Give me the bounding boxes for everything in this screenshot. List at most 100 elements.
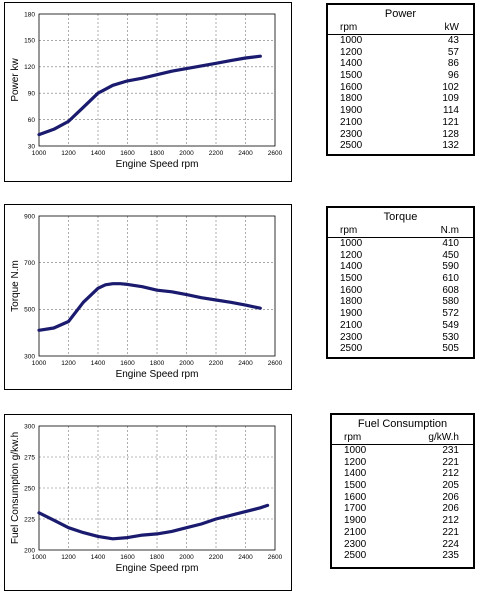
header-rpm: rpm: [340, 22, 358, 33]
value-cell: 212: [442, 468, 459, 480]
x-axis-label: Engine Speed rpm: [116, 159, 199, 170]
rpm-cell: 1900: [340, 105, 363, 117]
value-cell: 121: [442, 116, 459, 128]
value-cell: 102: [442, 81, 459, 93]
rpm-cell: 1200: [340, 46, 363, 58]
rpm-cell: 2500: [340, 140, 363, 152]
table-rows: 1000 43 1200 57 1400 86 1500 96 1600 102 1800 109 19…: [328, 34, 473, 152]
x-tick-label: 1200: [61, 150, 76, 157]
value-cell: 505: [442, 343, 459, 355]
rpm-cell: 1400: [344, 468, 367, 480]
table-row: 1700 206: [332, 503, 473, 515]
table-row: 1500 205: [332, 480, 473, 492]
table-row: 1400 590: [328, 261, 473, 273]
table-row: 1000 231: [332, 445, 473, 457]
table-row: 1400 86: [328, 58, 473, 70]
y-tick-label: 90: [28, 91, 36, 98]
torque-table: Torque rpm N.m 1000 410 1200 450 1400 590 1500…: [326, 206, 475, 359]
table-title: Torque: [383, 211, 418, 223]
table-row: 1200 221: [332, 457, 473, 469]
rpm-cell: 1600: [344, 491, 367, 503]
x-tick-label: 1200: [61, 554, 76, 561]
rpm-cell: 2500: [344, 550, 367, 562]
table-row: 1500 610: [328, 273, 473, 285]
fuel-chart-panel: 1000 1200 1400 1600 1800 2000 2200 2400 2600 200 2…: [4, 414, 292, 591]
power-chart-panel: 1000 1200 1400 1600 1800 2000 2200 2400 2600 30 60…: [4, 2, 292, 182]
y-axis-label: Fuel Consumption g/kw.h: [10, 432, 21, 544]
header-unit: kW: [444, 22, 459, 33]
header-rpm: rpm: [340, 225, 358, 236]
table-row: 1800 109: [328, 93, 473, 105]
x-tick-label: 1000: [32, 554, 47, 561]
x-tick-label: 1800: [150, 150, 165, 157]
power-chart: 1000 1200 1400 1600 1800 2000 2200 2400 2600 30 60…: [10, 11, 283, 170]
x-tick-label: 1800: [150, 554, 165, 561]
rpm-cell: 1000: [340, 238, 363, 249]
header-unit: N.m: [440, 225, 459, 236]
series-line: [37, 503, 270, 541]
table-row: 2100 121: [328, 117, 473, 129]
y-axis-label: Power kw: [10, 58, 21, 102]
y-tick-label: 275: [24, 454, 35, 461]
value-cell: 206: [442, 491, 459, 503]
y-tick-label: 300: [24, 423, 35, 430]
x-tick-label: 1400: [91, 554, 106, 561]
value-cell: 132: [442, 140, 459, 152]
rpm-cell: 2100: [340, 116, 363, 128]
y-tick-label: 200: [24, 547, 35, 554]
torque-chart-panel: 1000 1200 1400 1600 1800 2000 2200 2400 2600 300 5…: [4, 204, 292, 390]
y-tick-label: 120: [24, 64, 35, 71]
table-header: rpm N.m: [328, 225, 473, 237]
fuel-table: Fuel Consumption rpm g/kW.h 1000 231 1200 2…: [330, 413, 475, 569]
rpm-cell: 1500: [344, 480, 367, 492]
value-cell: 580: [442, 296, 459, 308]
rpm-cell: 1400: [340, 58, 363, 70]
x-tick-label: 2000: [179, 150, 194, 157]
fuel-chart: 1000 1200 1400 1600 1800 2000 2200 2400 2600 200 2…: [10, 423, 283, 574]
rpm-cell: 1600: [340, 284, 363, 296]
plot-frame: [38, 215, 276, 357]
y-tick-label: 300: [24, 353, 35, 360]
x-tick-label: 1600: [120, 360, 135, 367]
plot-frame: [38, 425, 276, 551]
value-cell: 221: [442, 526, 459, 538]
table-row: 1200 57: [328, 47, 473, 59]
x-tick-label: 2000: [179, 360, 194, 367]
x-tick-label: 2600: [268, 554, 283, 561]
y-axis-label: Torque N.m: [10, 260, 21, 312]
rpm-cell: 1800: [340, 93, 363, 105]
series-line: [37, 282, 262, 332]
x-tick-label: 2400: [238, 150, 253, 157]
x-tick-label: 2000: [179, 554, 194, 561]
x-tick-label: 1400: [91, 360, 106, 367]
x-tick-label: 1600: [120, 554, 135, 561]
value-cell: 128: [442, 128, 459, 140]
rpm-cell: 1700: [344, 503, 367, 515]
rpm-cell: 1600: [340, 81, 363, 93]
rpm-cell: 1900: [344, 515, 367, 527]
x-tick-label: 2600: [268, 360, 283, 367]
rpm-cell: 2300: [340, 128, 363, 140]
x-tick-label: 2200: [209, 554, 224, 561]
value-cell: 57: [447, 46, 459, 58]
value-cell: 231: [442, 445, 459, 456]
y-tick-label: 900: [24, 213, 35, 220]
table-title: Fuel Consumption: [357, 418, 448, 430]
x-tick-label: 1200: [61, 360, 76, 367]
table-row: 1900 114: [328, 105, 473, 117]
y-tick-label: 30: [28, 143, 36, 150]
table-row: 1600 608: [328, 285, 473, 297]
x-tick-label: 2600: [268, 150, 283, 157]
table-rows: 1000 410 1200 450 1400 590 1500 610 1600 608 1800 5…: [328, 237, 473, 355]
value-cell: 205: [442, 480, 459, 492]
value-cell: 43: [447, 35, 459, 46]
value-cell: 224: [442, 538, 459, 550]
value-cell: 450: [442, 249, 459, 261]
table-row: 1500 96: [328, 70, 473, 82]
table-row: 2100 549: [328, 320, 473, 332]
value-cell: 572: [442, 308, 459, 320]
rpm-cell: 2100: [340, 319, 363, 331]
header-rpm: rpm: [344, 432, 362, 443]
table-row: 2300 128: [328, 129, 473, 141]
x-axis-label: Engine Speed rpm: [116, 563, 199, 574]
